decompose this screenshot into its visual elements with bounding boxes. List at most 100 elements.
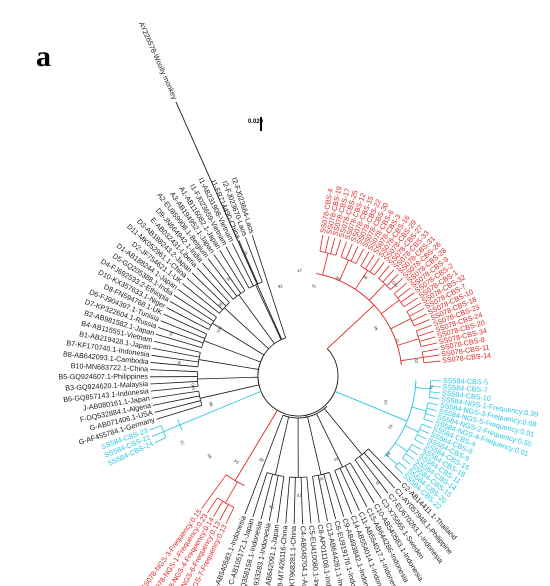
tip-branch xyxy=(411,443,421,450)
bootstrap-value: 36 xyxy=(362,274,369,281)
tip-branch xyxy=(428,402,439,406)
root-arc xyxy=(257,348,339,417)
subclade-branch xyxy=(394,442,408,452)
clade-ss584-arc xyxy=(383,380,417,457)
tip-branch xyxy=(201,494,213,509)
tip-branch xyxy=(177,289,217,318)
branches-cyan xyxy=(149,380,441,474)
subclade-branch xyxy=(385,454,398,465)
tip-branch xyxy=(409,308,425,317)
tip-label: C16-KT968281.1-China xyxy=(287,526,298,586)
tip-branch xyxy=(219,504,229,521)
subclade-branch xyxy=(400,356,424,362)
tip-branch xyxy=(213,254,242,294)
tip-branch xyxy=(421,342,438,348)
bootstrap-value: 86 xyxy=(217,301,224,308)
tip-branch xyxy=(350,246,359,262)
tip-branch xyxy=(429,391,441,394)
tip-branch xyxy=(245,237,263,283)
tip-branch xyxy=(355,248,364,264)
subclade-branch xyxy=(212,322,265,356)
subclade-arc xyxy=(360,265,375,276)
tip-branch xyxy=(323,473,337,520)
tip-branch xyxy=(423,354,440,358)
tip-branch xyxy=(345,243,353,260)
subclade-branch xyxy=(225,481,238,504)
tip-branch xyxy=(150,381,198,385)
tip-branch xyxy=(312,476,320,523)
subclade-branch xyxy=(223,307,269,350)
tip-branch xyxy=(419,336,436,342)
subclade-branch xyxy=(415,387,431,390)
tip-label: SS584-CBS-5 xyxy=(443,376,488,387)
tip-branch xyxy=(163,313,207,335)
tip-branch xyxy=(207,258,238,297)
tip-branch xyxy=(268,475,279,522)
tip-branch xyxy=(365,254,375,270)
tip-branch xyxy=(306,476,312,524)
tip-branch xyxy=(166,307,210,330)
tip-branch xyxy=(386,273,399,287)
tip-branch xyxy=(406,302,422,312)
bootstrap-value: 78 xyxy=(168,330,174,337)
bootstrap-values: 41 99 36 100 45 61 40 70 97 81 84 50 43 99 70 55 82 54 66 7… xyxy=(168,250,434,510)
branches-red xyxy=(201,235,441,524)
bootstrap-value: 65 xyxy=(225,275,232,282)
subclade-arc xyxy=(393,293,405,308)
tip-branch xyxy=(231,243,254,287)
tip-branch xyxy=(152,347,200,358)
tip-branch xyxy=(150,385,199,392)
subclade-branch xyxy=(322,252,329,276)
tip-branch xyxy=(317,475,328,522)
subclade-branch xyxy=(397,338,420,346)
subclade-arc xyxy=(415,330,422,347)
tip-branch xyxy=(152,395,200,406)
tip-branch xyxy=(191,272,227,307)
clade-ss584-stem xyxy=(334,390,408,422)
tip-branch xyxy=(429,396,440,400)
subclade-branch xyxy=(411,406,427,412)
tip-branch xyxy=(182,283,220,314)
tip-branch xyxy=(418,330,434,337)
tip-branch xyxy=(423,418,434,423)
tip-branch xyxy=(173,294,214,322)
subclade-branch xyxy=(211,474,227,495)
bootstrap-value: 55 xyxy=(268,504,274,510)
tip-branch xyxy=(411,313,427,322)
tip-branch xyxy=(368,448,402,483)
subclade-arc xyxy=(402,444,413,459)
scale-bar-line xyxy=(260,117,262,131)
tip-branch xyxy=(324,236,330,253)
tip-branch xyxy=(414,319,430,327)
tip-branch xyxy=(393,282,407,295)
tip-branch xyxy=(328,472,345,517)
tip-branch xyxy=(363,452,395,489)
tip-branch xyxy=(154,340,201,353)
subclade-branch xyxy=(307,416,322,475)
bootstrap-value: 66 xyxy=(206,452,213,459)
tip-branch xyxy=(319,235,324,252)
subclade-branch xyxy=(255,284,282,340)
tip-branch xyxy=(285,477,291,524)
tip-branch xyxy=(169,301,212,326)
subclade-branch xyxy=(197,376,259,380)
clade-genotype-c-arc xyxy=(282,405,328,419)
tip-branch xyxy=(382,269,395,283)
tip-branch xyxy=(151,354,199,363)
tip-branch xyxy=(369,258,380,273)
tip-branch xyxy=(202,262,234,300)
tip-branch xyxy=(225,507,235,524)
bootstrap-value: 97 xyxy=(382,399,388,406)
subclade-branch xyxy=(261,415,284,471)
clade-genotypes-a-j-arc xyxy=(257,337,286,388)
tip-branch xyxy=(186,277,223,310)
tip-branch xyxy=(425,413,436,417)
bootstrap-value: 41 xyxy=(311,283,317,289)
bootstrap-value: 100 xyxy=(390,280,399,289)
bootstrap-value: 40 xyxy=(414,358,420,364)
tip-branch xyxy=(334,470,353,515)
tip-branch xyxy=(213,501,224,517)
subclade-branch xyxy=(404,425,419,433)
tip-label: SS584-CBS-7 xyxy=(442,382,488,394)
subclade-branch xyxy=(390,318,411,330)
